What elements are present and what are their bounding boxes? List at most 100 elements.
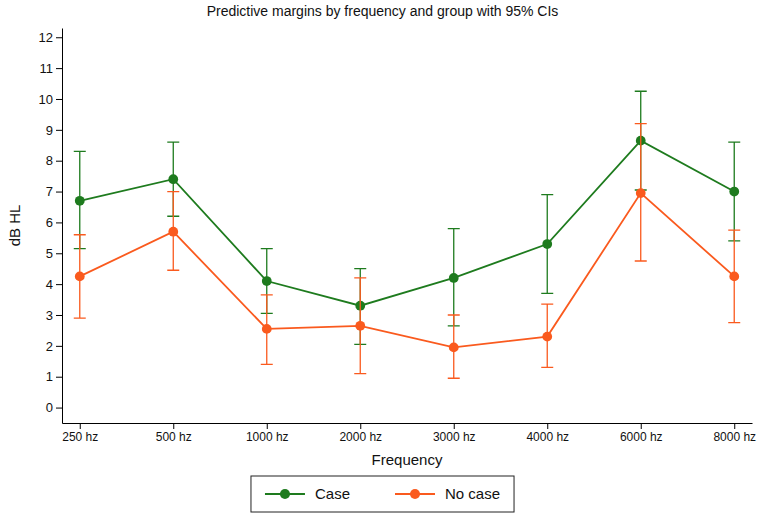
y-tick: 9 (46, 122, 62, 137)
y-tick-label: 1 (46, 369, 53, 384)
marker (729, 187, 739, 197)
y-tick-label: 6 (46, 215, 53, 230)
y-tick-mark (56, 68, 62, 69)
y-tick-label: 7 (46, 184, 53, 199)
y-axis: 0123456789101112 (39, 29, 63, 424)
error-bar (74, 151, 86, 248)
x-tick-label: 4000 hz (526, 430, 569, 444)
marker (542, 332, 552, 342)
y-tick-label: 12 (39, 30, 53, 45)
y-axis-title: dB HL (6, 205, 23, 247)
x-tick-label: 3000 hz (433, 430, 476, 444)
error-bar (354, 278, 366, 374)
legend: CaseNo case (251, 476, 514, 512)
x-tick-mark (80, 423, 81, 429)
y-tick: 10 (39, 92, 62, 107)
series-line (80, 141, 734, 306)
marker (449, 273, 459, 283)
marker (168, 174, 178, 184)
legend-label: Case (315, 485, 350, 502)
y-axis-line (62, 29, 63, 424)
error-bar (728, 230, 740, 323)
y-tick: 11 (40, 61, 63, 76)
x-tick-label: 250 hz (62, 430, 98, 444)
y-tick: 8 (46, 153, 62, 168)
legend-marker (410, 489, 420, 499)
marker (449, 343, 459, 353)
x-tick: 4000 hz (526, 423, 569, 444)
y-tick-mark (56, 222, 62, 223)
x-axis-line (63, 423, 753, 424)
error-bar (541, 304, 553, 367)
marker (262, 324, 272, 334)
y-tick: 5 (46, 246, 62, 261)
x-tick-label: 6000 hz (620, 430, 663, 444)
x-tick: 8000 hz (713, 423, 756, 444)
y-tick-mark (56, 315, 62, 316)
error-bar (728, 142, 740, 241)
error-bar (167, 192, 179, 271)
x-axis-title: Frequency (372, 451, 443, 468)
marker (75, 196, 85, 206)
y-tick: 6 (46, 215, 62, 230)
marker (729, 272, 739, 282)
y-tick-label: 4 (46, 277, 53, 292)
error-bar (448, 229, 460, 326)
x-axis: 250 hz 500 hz 1000 hz 2000 hz 3000 hz 4000 hz… (62, 423, 756, 444)
x-tick: 500 hz (156, 423, 192, 444)
error-bar (635, 124, 647, 261)
x-tick-mark (641, 423, 642, 429)
x-tick: 3000 hz (433, 423, 476, 444)
y-tick-label: 3 (46, 308, 53, 323)
y-tick: 7 (46, 184, 62, 199)
y-tick-label: 2 (46, 339, 53, 354)
series-line (80, 193, 734, 347)
y-tick-mark (56, 346, 62, 347)
legend-marker (280, 489, 290, 499)
x-tick-label: 8000 hz (713, 430, 756, 444)
y-tick-mark (56, 161, 62, 162)
marker (262, 276, 272, 286)
y-tick: 2 (46, 339, 62, 354)
y-tick-mark (56, 37, 62, 38)
series (74, 91, 740, 344)
plot-area (74, 91, 740, 378)
y-tick: 1 (46, 369, 62, 384)
legend-box (251, 476, 514, 512)
y-tick-label: 0 (46, 400, 53, 415)
marker (542, 239, 552, 249)
error-bar (541, 195, 553, 294)
y-tick-mark (56, 377, 62, 378)
x-tick-mark (360, 423, 361, 429)
y-tick: 4 (46, 277, 62, 292)
marker (75, 272, 85, 282)
y-tick-mark (56, 408, 62, 409)
title: Predictive margins by frequency and grou… (207, 3, 559, 19)
y-tick-mark (56, 192, 62, 193)
x-tick-label: 2000 hz (339, 430, 382, 444)
marker (355, 321, 365, 331)
y-tick-mark (56, 253, 62, 254)
y-tick-mark (56, 130, 62, 131)
x-tick-mark (547, 423, 548, 429)
error-bar (261, 295, 273, 364)
error-bar (74, 235, 86, 318)
marker (168, 227, 178, 237)
error-bar (448, 315, 460, 378)
x-tick-mark (734, 423, 735, 429)
x-tick: 250 hz (62, 423, 98, 444)
y-tick-label: 10 (39, 92, 53, 107)
x-tick: 2000 hz (339, 423, 382, 444)
y-tick-mark (56, 99, 62, 100)
y-tick-label: 8 (46, 153, 53, 168)
y-tick: 3 (46, 308, 62, 323)
x-tick-label: 1000 hz (246, 430, 289, 444)
marker (636, 188, 646, 198)
x-tick-mark (267, 423, 268, 429)
y-tick-label: 11 (40, 61, 54, 76)
y-tick: 0 (46, 400, 62, 415)
x-tick: 1000 hz (246, 423, 289, 444)
x-tick-mark (173, 423, 174, 429)
y-tick-mark (56, 284, 62, 285)
y-tick-label: 5 (46, 246, 53, 261)
